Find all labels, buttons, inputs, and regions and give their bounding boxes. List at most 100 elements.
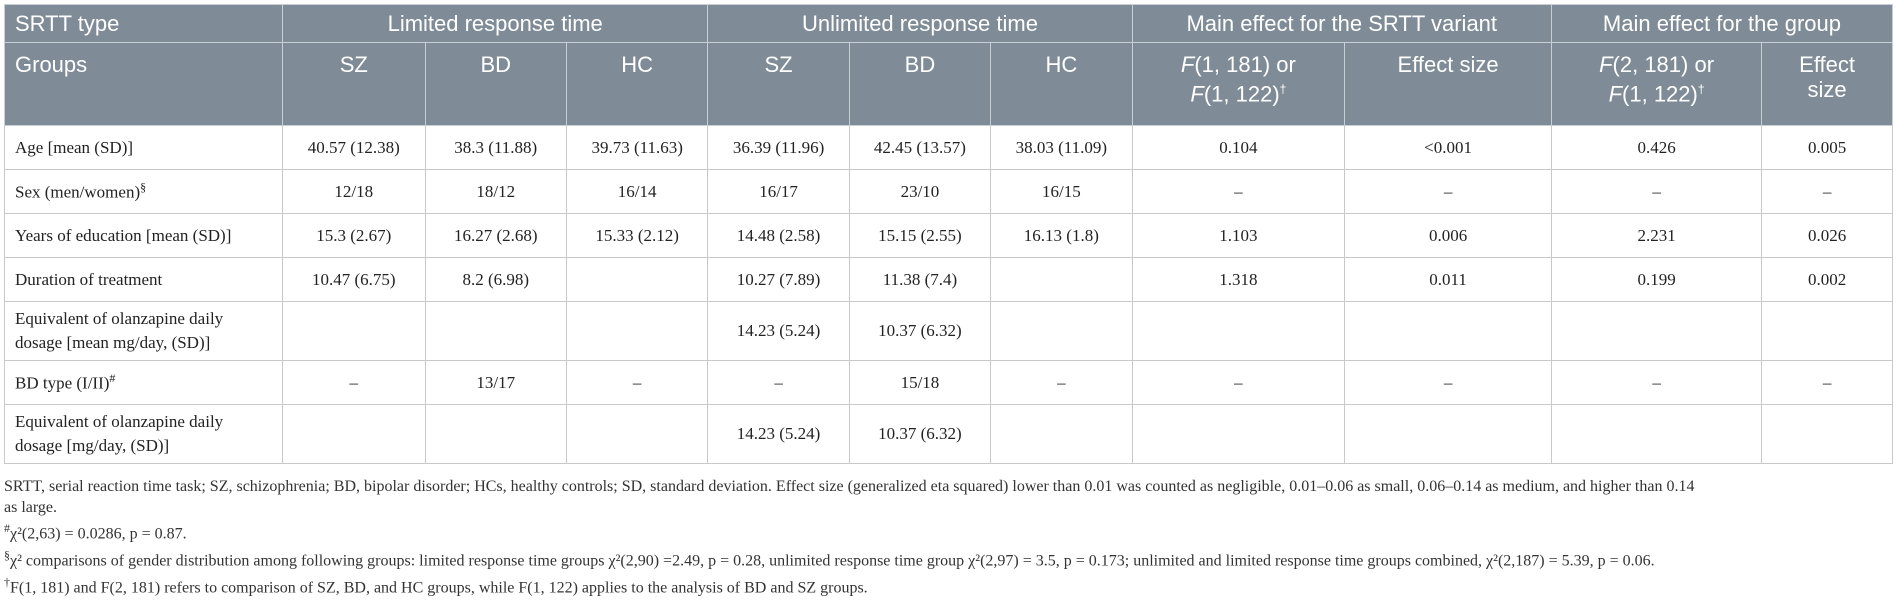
table-cell: 0.104 [1131, 125, 1346, 170]
table-cell: – [565, 360, 709, 405]
table-cell: 16.13 (1.8) [990, 213, 1133, 258]
limited-response-header: Limited response time [282, 4, 709, 43]
table-cell [1131, 404, 1346, 464]
srtt-type-header: SRTT type [3, 4, 284, 43]
footnote-abbreviations: SRTT, serial reaction time task; SZ, sch… [4, 478, 1695, 516]
main-effect-srtt-header: Main effect for the SRTT variant [1131, 4, 1552, 43]
table-cell: 16.27 (2.68) [424, 213, 567, 258]
table-cell: – [1550, 169, 1763, 214]
unlimited-response-header: Unlimited response time [707, 4, 1133, 43]
table-cell [424, 301, 567, 361]
table-cell: 12/18 [282, 169, 426, 214]
table-cell: 10.37 (6.32) [848, 404, 992, 464]
table-row-duration: Duration of treatment 10.47 (6.75) 8.2 (… [3, 257, 1893, 302]
table-cell: – [1344, 360, 1552, 405]
table-cell: – [1550, 360, 1763, 405]
table-cell: 0.199 [1550, 257, 1763, 302]
limited-hc-header: HC [565, 42, 709, 126]
row-label: Years of education [mean (SD)] [3, 213, 284, 258]
table-cell [282, 301, 426, 361]
table-cell: 38.3 (11.88) [424, 125, 567, 170]
table-cell [565, 257, 709, 302]
table-cell: <0.001 [1344, 125, 1552, 170]
table-cell: 14.23 (5.24) [707, 404, 850, 464]
table-cell: 36.39 (11.96) [707, 125, 850, 170]
table-cell: 23/10 [848, 169, 992, 214]
table-cell: 38.03 (11.09) [990, 125, 1133, 170]
footnote-dagger: †F(1, 181) and F(2, 181) refers to compa… [4, 574, 868, 596]
effect-size-group-header: Effect size [1761, 42, 1893, 126]
effect-size-srtt-header: Effect size [1344, 42, 1552, 126]
table-cell [1344, 301, 1552, 361]
table-cell: 13/17 [424, 360, 567, 405]
table-cell [565, 404, 709, 464]
main-effect-group-header: Main effect for the group [1550, 4, 1894, 43]
table-cell [990, 301, 1133, 361]
groups-header: Groups [3, 42, 284, 126]
unlimited-sz-header: SZ [707, 42, 850, 126]
table-cell: 1.103 [1131, 213, 1346, 258]
table-cell: 15.3 (2.67) [282, 213, 426, 258]
table-cell [565, 301, 709, 361]
table-cell: – [1131, 360, 1346, 405]
table-cell: 15.33 (2.12) [565, 213, 709, 258]
table-row-bd-type: BD type (I/II)# – 13/17 – – 15/18 – – – … [3, 360, 1893, 405]
table-cell: – [1131, 169, 1346, 214]
table-cell [1550, 404, 1763, 464]
unlimited-bd-header: BD [848, 42, 992, 126]
table-cell: 0.006 [1344, 213, 1552, 258]
table-cell: – [707, 360, 850, 405]
table-cell [1344, 404, 1552, 464]
demographics-table: SRTT type Limited response time Unlimite… [3, 4, 1894, 464]
table-cell [282, 404, 426, 464]
table-cell: 11.38 (7.4) [848, 257, 992, 302]
table-cell: 0.426 [1550, 125, 1763, 170]
table-cell: – [282, 360, 426, 405]
table-cell: 2.231 [1550, 213, 1763, 258]
table-cell [990, 404, 1133, 464]
table-row-age: Age [mean (SD)] 40.57 (12.38) 38.3 (11.8… [3, 125, 1893, 170]
table-cell: 0.002 [1761, 257, 1893, 302]
row-label: Sex (men/women)§ [3, 169, 284, 214]
table-cell [1550, 301, 1763, 361]
table-cell: 18/12 [424, 169, 567, 214]
table-cell: 14.48 (2.58) [707, 213, 850, 258]
table-cell [1131, 301, 1346, 361]
table-cell: 14.23 (5.24) [707, 301, 850, 361]
table-cell: 0.026 [1761, 213, 1893, 258]
table-row-education: Years of education [mean (SD)] 15.3 (2.6… [3, 213, 1893, 258]
header-row-2: Groups SZ BD HC SZ BD HC F(1, 181) or F(1… [3, 42, 1893, 126]
table-row-olanzapine: Equivalent of olanzapine daily dosage [mg… [3, 404, 1893, 464]
f-srtt-header: F(1, 181) or F(1, 122)† [1131, 42, 1346, 126]
footnote-section: §χ² comparisons of gender distribution a… [4, 547, 1655, 570]
limited-sz-header: SZ [282, 42, 426, 126]
table-cell: 16/17 [707, 169, 850, 214]
row-label: Equivalent of olanzapine daily dosage [mg… [3, 404, 284, 464]
table-cell [1761, 301, 1893, 361]
table-cell [1761, 404, 1893, 464]
row-label: Equivalent of olanzapine daily dosage [me… [3, 301, 284, 361]
table-cell: 40.57 (12.38) [282, 125, 426, 170]
table-footnotes: SRTT, serial reaction time task; SZ, sch… [4, 477, 1884, 598]
table-cell: – [1344, 169, 1552, 214]
table-cell: 16/15 [990, 169, 1133, 214]
table-cell: – [1761, 360, 1893, 405]
row-label: Age [mean (SD)] [3, 125, 284, 170]
row-label: Duration of treatment [3, 257, 284, 302]
table-row-olanzapine-mean: Equivalent of olanzapine daily dosage [me… [3, 301, 1893, 361]
table-row-sex: Sex (men/women)§ 12/18 18/12 16/14 16/17… [3, 169, 1893, 214]
table-cell [424, 404, 567, 464]
table-container: SRTT type Limited response time Unlimite… [3, 4, 1894, 464]
table-cell: 8.2 (6.98) [424, 257, 567, 302]
table-cell: – [1761, 169, 1893, 214]
row-label: BD type (I/II)# [3, 360, 284, 405]
header-row-1: SRTT type Limited response time Unlimite… [3, 4, 1894, 43]
table-cell: 15.15 (2.55) [848, 213, 992, 258]
f-group-header: F(2, 181) or F(1, 122)† [1550, 42, 1763, 126]
table-cell: – [990, 360, 1133, 405]
footnote-hash: #χ²(2,63) = 0.0286, p = 0.87. [4, 521, 187, 543]
limited-bd-header: BD [424, 42, 567, 126]
table-cell: 0.011 [1344, 257, 1552, 302]
table-cell: 1.318 [1131, 257, 1346, 302]
table-cell: 10.37 (6.32) [848, 301, 992, 361]
